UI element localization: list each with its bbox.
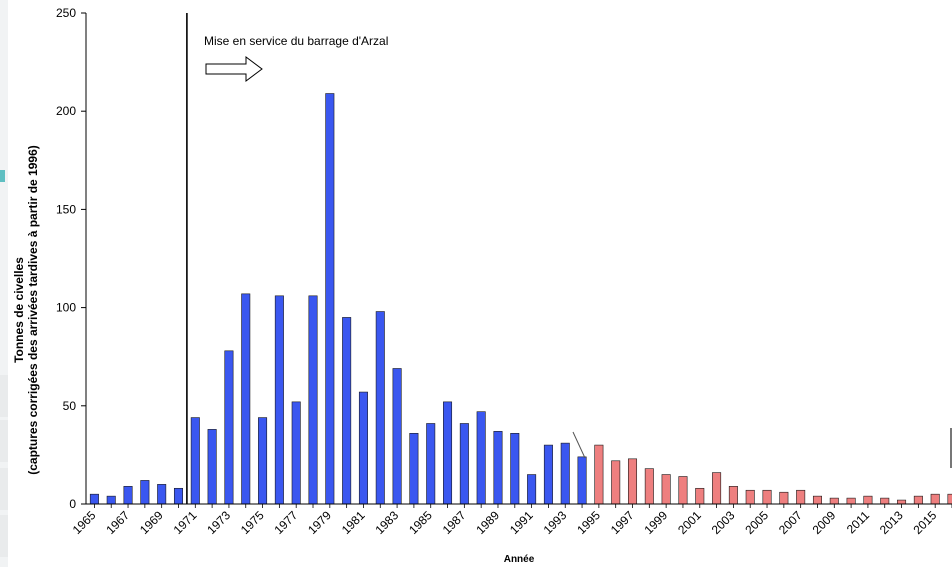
window-accent-mark	[0, 170, 5, 182]
x-tick-label-1999: 1999	[641, 508, 670, 537]
bar-1968	[140, 480, 150, 505]
bar-1965	[89, 493, 99, 505]
bar-1967	[123, 486, 133, 505]
bar-1997	[627, 458, 638, 505]
bar-1986	[443, 401, 453, 505]
bar-2015	[930, 493, 940, 505]
bar-2009	[829, 497, 839, 505]
x-tick-label-1975: 1975	[238, 508, 267, 537]
x-tick-label-2011: 2011	[844, 508, 872, 536]
annotation-text: Mise en service du barrage d'Arzal	[204, 34, 388, 48]
bar-1974	[241, 293, 251, 505]
bar-1990	[510, 432, 520, 505]
bar-1987	[459, 423, 469, 505]
bar-1994	[577, 456, 587, 505]
bar-1973	[224, 350, 234, 505]
window-band	[0, 375, 8, 417]
bar-2014	[913, 495, 923, 505]
bar-2011	[863, 495, 873, 505]
x-tick-label-1987: 1987	[440, 508, 469, 537]
bar-1989	[493, 431, 503, 505]
bar-2000	[678, 476, 688, 505]
annotation-arrow-icon	[205, 56, 263, 82]
bar-2002	[712, 472, 722, 505]
x-tick-label-1971: 1971	[171, 508, 200, 537]
x-tick-label-2001: 2001	[675, 508, 704, 537]
x-tick-label-1995: 1995	[574, 508, 603, 537]
bar-1991	[527, 474, 537, 505]
x-tick-label-1967: 1967	[103, 508, 132, 537]
x-tick-label-1997: 1997	[608, 508, 637, 537]
bar-2001	[695, 487, 705, 505]
bar-2012	[880, 497, 890, 505]
y-tick-label-150: 150	[56, 202, 76, 216]
bar-1982	[375, 311, 385, 505]
y-tick-label-200: 200	[56, 104, 76, 118]
bar-1977	[291, 401, 301, 505]
x-tick-label-2005: 2005	[742, 508, 771, 537]
x-tick-label-1991: 1991	[507, 508, 536, 537]
window-band	[0, 420, 8, 462]
x-tick-label-1985: 1985	[406, 508, 435, 537]
x-tick-label-1965: 1965	[70, 508, 99, 537]
bar-2005	[762, 489, 772, 505]
x-axis-label: Année	[503, 554, 535, 565]
bar-2010	[846, 497, 856, 505]
x-tick-label-2009: 2009	[810, 508, 839, 537]
x-tick-label-1983: 1983	[372, 508, 401, 537]
window-band	[0, 468, 8, 510]
x-tick-label-1977: 1977	[272, 508, 301, 537]
connector-line	[572, 431, 586, 459]
bar-1972	[207, 429, 217, 505]
bar-1975	[258, 417, 268, 505]
bar-1971	[190, 417, 200, 505]
bar-1988	[476, 411, 486, 505]
bar-1999	[661, 474, 671, 505]
bar-2013	[897, 499, 907, 505]
x-tick-label-2013: 2013	[877, 508, 906, 537]
bar-2016	[947, 493, 952, 505]
bar-1966	[106, 495, 116, 505]
bar-1970	[173, 487, 183, 505]
bar-1984	[409, 432, 419, 505]
left-window-strip	[0, 0, 8, 567]
x-tick-label-1969: 1969	[137, 508, 166, 537]
bar-1978	[308, 295, 318, 505]
x-tick-label-1981: 1981	[339, 508, 368, 537]
x-tick-label-1979: 1979	[305, 508, 334, 537]
bar-1993	[560, 442, 570, 505]
x-tick-label-1993: 1993	[541, 508, 570, 537]
x-tick-label-1989: 1989	[473, 508, 502, 537]
x-tick-label-2015: 2015	[911, 508, 940, 537]
x-tick-label-1973: 1973	[204, 508, 233, 537]
bar-1983	[392, 368, 402, 505]
bar-1979	[325, 93, 335, 505]
bar-1996	[611, 460, 621, 505]
y-tick-label-0: 0	[69, 497, 76, 511]
bar-1992	[543, 444, 553, 505]
bar-2008	[812, 495, 822, 505]
window-band	[0, 515, 8, 557]
bar-1995	[594, 444, 604, 505]
bar-1985	[426, 423, 436, 505]
y-tick-label-50: 50	[63, 399, 77, 413]
bar-1981	[358, 391, 368, 505]
bar-2004	[745, 489, 755, 505]
bar-1998	[644, 468, 654, 505]
y-tick-label-100: 100	[56, 301, 76, 315]
plot-edge-mark	[950, 428, 952, 468]
bar-2003	[728, 486, 738, 505]
bar-1976	[274, 295, 284, 505]
x-tick-label-2003: 2003	[709, 508, 738, 537]
bar-1969	[157, 484, 167, 505]
bar-1980	[342, 317, 352, 505]
x-tick-label-2007: 2007	[776, 508, 805, 537]
y-tick-label-250: 250	[56, 6, 76, 20]
bar-2006	[779, 491, 789, 505]
bar-2007	[796, 489, 806, 505]
